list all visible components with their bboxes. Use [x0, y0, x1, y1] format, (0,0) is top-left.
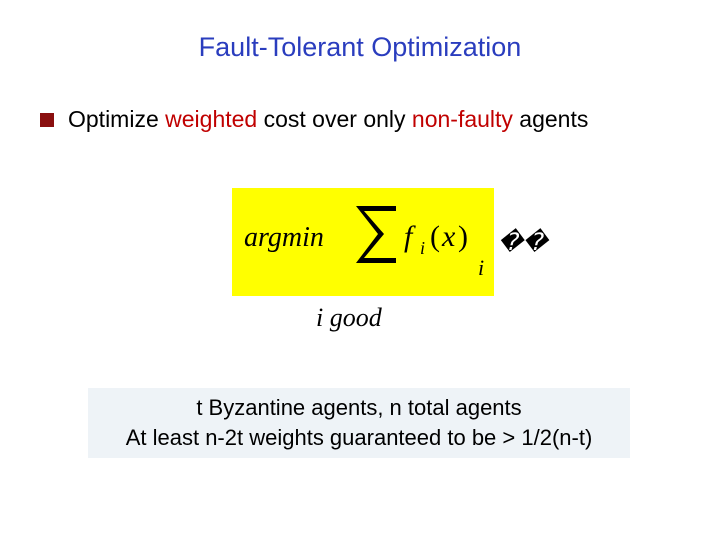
bullet-mid: cost over only: [257, 106, 412, 132]
formula-lparen: (: [430, 220, 440, 253]
bullet-text: Optimize weighted cost over only non-fau…: [68, 106, 588, 133]
note-line-2: At least n-2t weights guaranteed to be >…: [126, 425, 593, 451]
sigma-icon: [356, 206, 396, 263]
bullet-marker-icon: [40, 113, 54, 127]
formula-overflow-glyphs: ��: [498, 228, 547, 257]
formula-f: f: [404, 220, 416, 253]
bullet-row: Optimize weighted cost over only non-fau…: [40, 106, 588, 133]
bullet-pre: Optimize: [68, 106, 165, 132]
formula-f-sub: i: [420, 238, 425, 258]
slide: Fault-Tolerant Optimization Optimize wei…: [0, 0, 720, 540]
bullet-nonfaulty: non-faulty: [412, 106, 513, 132]
slide-title: Fault-Tolerant Optimization: [0, 32, 720, 63]
note-line-1: t Byzantine agents, n total agents: [196, 395, 521, 421]
formula-i-good: i good: [316, 303, 382, 333]
formula-rparen: ): [458, 220, 468, 253]
bullet-post: agents: [513, 106, 588, 132]
formula-argmin: argmin: [244, 222, 324, 253]
bullet-weighted: weighted: [165, 106, 257, 132]
formula-trailing-i: i: [478, 255, 484, 281]
formula-x: x: [441, 220, 456, 253]
note-box: t Byzantine agents, n total agents At le…: [88, 388, 630, 458]
formula-svg: argmin f i ( x ): [244, 196, 494, 276]
